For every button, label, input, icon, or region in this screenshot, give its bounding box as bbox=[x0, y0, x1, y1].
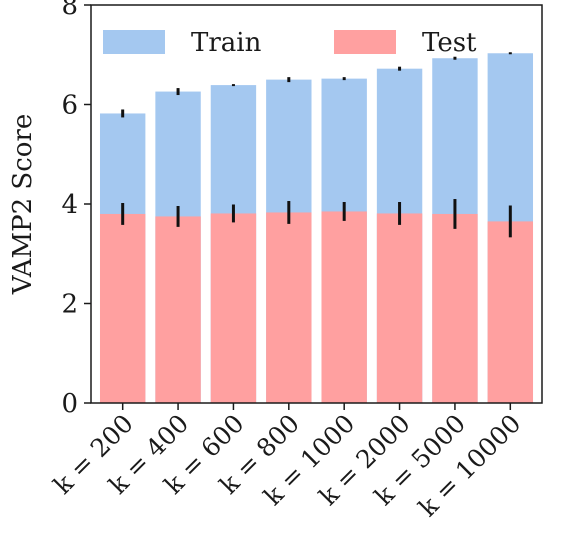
test-bars bbox=[99, 211, 534, 403]
test-bar bbox=[155, 216, 201, 403]
error-bars bbox=[121, 52, 512, 238]
y-tick-label: 2 bbox=[61, 290, 78, 320]
legend-label-test: Test bbox=[422, 28, 477, 58]
test-bar bbox=[376, 213, 423, 403]
test-bar bbox=[321, 211, 367, 403]
legend-swatch-test bbox=[334, 30, 396, 54]
y-axis: 0 2 4 6 8 bbox=[61, 0, 91, 419]
test-bar bbox=[487, 221, 534, 403]
legend: Train Test bbox=[103, 28, 477, 58]
y-tick-label: 4 bbox=[61, 190, 78, 220]
test-bar bbox=[432, 213, 478, 403]
test-bar bbox=[210, 213, 257, 403]
test-bar bbox=[99, 213, 146, 403]
y-axis-label: VAMP2 Score bbox=[8, 114, 38, 296]
y-tick-label: 6 bbox=[61, 91, 78, 121]
legend-swatch-train bbox=[103, 30, 165, 54]
y-tick-label: 0 bbox=[61, 389, 78, 419]
y-tick-label: 8 bbox=[61, 0, 78, 21]
legend-label-train: Train bbox=[191, 28, 262, 58]
test-bar bbox=[266, 212, 312, 403]
